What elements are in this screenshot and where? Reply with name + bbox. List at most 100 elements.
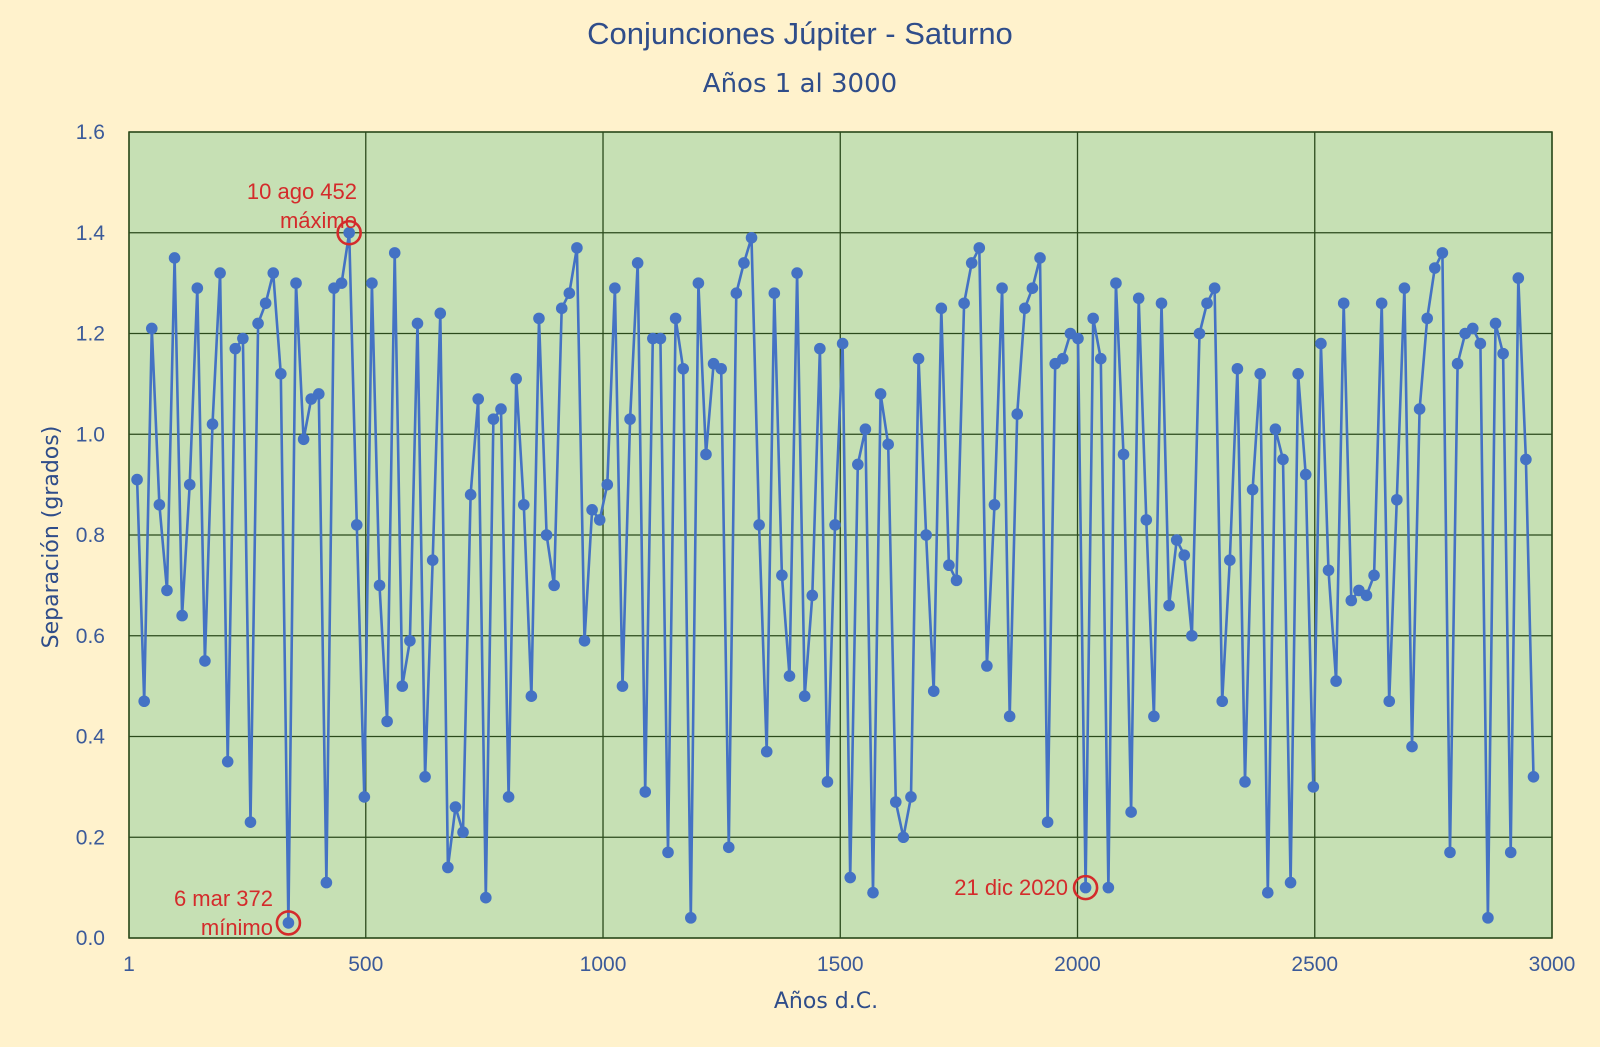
data-point	[1497, 347, 1509, 360]
data-point	[1269, 423, 1282, 436]
chart-title: Conjunciones Júpiter - Saturno	[587, 16, 1013, 51]
data-point	[624, 413, 636, 425]
data-point	[745, 231, 758, 244]
data-point	[814, 342, 826, 355]
data-point	[874, 388, 887, 400]
data-point	[1474, 337, 1487, 350]
data-point	[935, 302, 948, 315]
data-point	[1368, 569, 1380, 582]
y-tick-label: 1.6	[76, 121, 105, 144]
data-point	[183, 478, 196, 491]
annotation-label: 6 mar 372	[174, 886, 273, 911]
data-point	[783, 670, 796, 682]
data-point	[791, 267, 803, 279]
data-point	[1375, 297, 1388, 310]
data-point	[540, 529, 553, 541]
data-point	[700, 448, 712, 461]
data-point	[442, 861, 454, 874]
data-point	[1512, 272, 1525, 284]
data-point	[1079, 881, 1092, 894]
data-point	[290, 277, 302, 289]
data-point	[214, 267, 226, 279]
data-point	[229, 342, 242, 355]
y-axis-title: Separación (grados)	[39, 426, 64, 649]
data-point	[852, 458, 864, 471]
data-point	[487, 413, 500, 425]
data-point	[912, 352, 925, 365]
data-point	[996, 282, 1008, 294]
data-point	[191, 282, 204, 294]
data-point	[1330, 675, 1342, 687]
data-point	[1482, 912, 1494, 924]
data-point	[1527, 771, 1540, 783]
data-point	[882, 438, 894, 451]
data-point	[905, 791, 917, 803]
data-point	[1444, 846, 1456, 859]
data-point	[1406, 740, 1418, 753]
x-tick-label: 2000	[1054, 953, 1101, 976]
data-point	[1072, 332, 1084, 345]
data-point	[419, 771, 431, 783]
data-point	[472, 393, 485, 405]
data-point	[669, 312, 682, 325]
data-point	[943, 559, 955, 572]
data-point	[480, 891, 492, 904]
data-point	[1019, 302, 1031, 315]
data-point	[1391, 493, 1403, 506]
data-point	[1125, 806, 1137, 818]
data-point	[1148, 710, 1160, 723]
y-tick-label: 0.8	[76, 524, 105, 547]
data-point	[1466, 322, 1479, 335]
data-point	[267, 267, 280, 279]
data-point	[373, 579, 386, 592]
x-tick-label: 2500	[1291, 953, 1338, 976]
data-point	[965, 257, 978, 269]
x-tick-label: 1	[123, 953, 135, 976]
x-tick-label: 1000	[580, 953, 627, 976]
data-point	[571, 242, 583, 254]
data-point	[244, 816, 257, 828]
data-point	[320, 876, 333, 889]
x-tick-label: 3000	[1529, 953, 1576, 976]
annotation-circle	[1072, 874, 1099, 901]
data-point	[381, 715, 393, 728]
data-point	[1504, 846, 1517, 859]
data-point	[1292, 368, 1304, 380]
data-point	[1117, 448, 1130, 461]
x-tick-label: 500	[348, 953, 383, 976]
data-point	[601, 478, 614, 491]
y-tick-label: 0.4	[76, 726, 106, 749]
data-point	[1520, 453, 1532, 466]
data-point	[1011, 408, 1024, 420]
series	[131, 226, 1540, 929]
data-point	[1239, 776, 1251, 788]
annotation-label: 10 ago 452	[247, 179, 357, 204]
data-point	[563, 287, 576, 300]
data-point	[1208, 282, 1221, 294]
data-point	[282, 917, 295, 929]
data-point	[821, 776, 834, 788]
data-point	[434, 307, 447, 320]
data-point	[1322, 564, 1335, 577]
data-point	[1307, 781, 1320, 793]
annotation-circle	[336, 219, 362, 246]
data-point	[464, 488, 477, 501]
data-point	[366, 277, 378, 289]
data-point	[1429, 262, 1441, 274]
data-point	[510, 373, 522, 385]
data-point	[677, 362, 690, 375]
x-axis-title: Años d.C.	[774, 989, 878, 1014]
data-point	[1421, 312, 1434, 325]
data-point	[988, 498, 1001, 511]
data-point	[897, 831, 910, 844]
data-point	[502, 791, 515, 803]
data-point	[221, 755, 234, 768]
x-tick-label: 1500	[817, 953, 864, 976]
y-tick-label: 1.0	[76, 423, 105, 446]
annotation-label: máximo	[280, 208, 357, 233]
data-point	[555, 302, 568, 315]
y-tick-label: 0.6	[76, 625, 105, 648]
data-point	[1254, 368, 1266, 380]
data-point	[1155, 297, 1168, 310]
